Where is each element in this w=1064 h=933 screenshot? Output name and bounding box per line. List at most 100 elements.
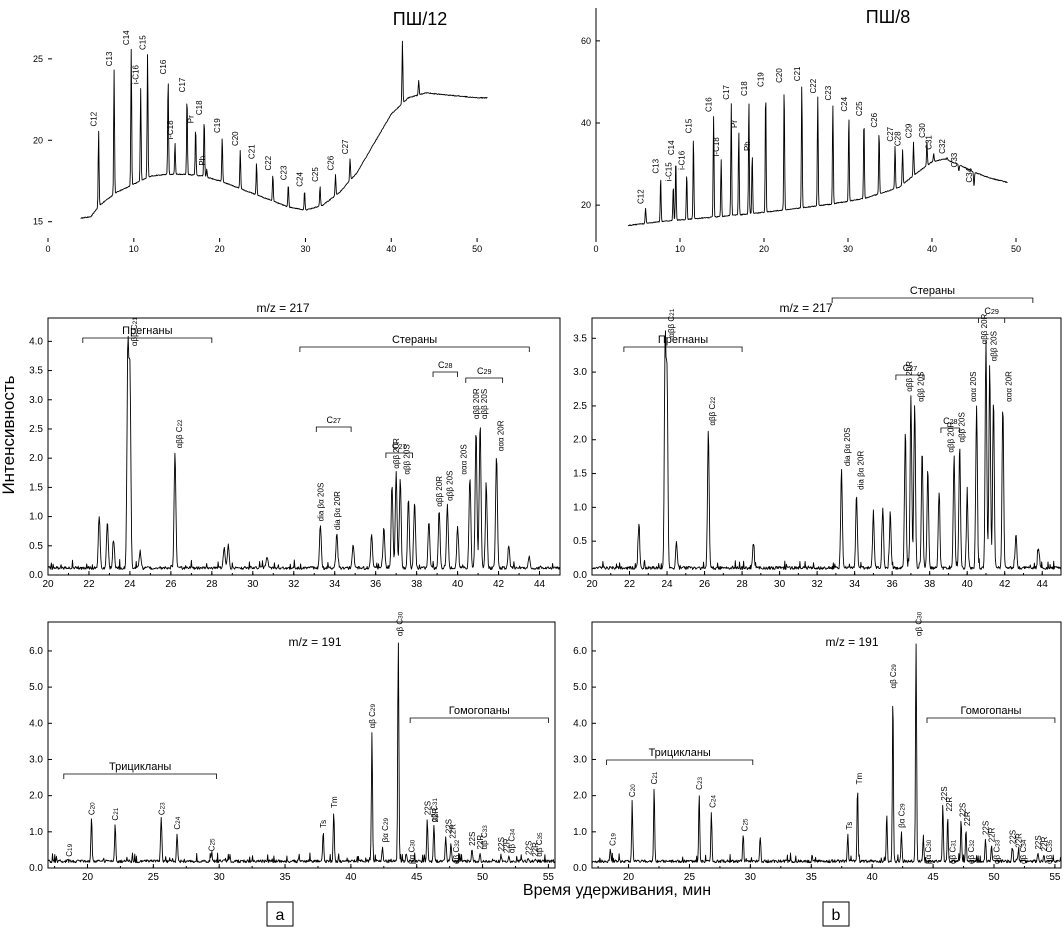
peak-annotation: Ts xyxy=(845,822,854,830)
peak-annotation: 22S xyxy=(1008,830,1017,844)
peak-annotation: αβ C35 xyxy=(535,832,544,857)
peak-label: C17 xyxy=(178,77,187,92)
x-tick-label: 50 xyxy=(472,244,482,254)
x-tick-label: 44 xyxy=(534,579,546,590)
peak-annotation: αββ C22 xyxy=(175,419,184,448)
peak-annotation: αβ C32 xyxy=(452,839,461,864)
group-bracket xyxy=(895,374,925,380)
group-label: Стераны xyxy=(910,285,955,297)
peak-annotation: 22R xyxy=(531,842,540,857)
peak-annotation: αββ 20S xyxy=(916,372,925,402)
peak-label: C15 xyxy=(684,118,693,133)
peak-label: C22 xyxy=(809,78,818,93)
plot-frame xyxy=(591,317,1062,576)
peak-annotation: dia βα 20R xyxy=(856,451,865,490)
x-tick-label: 34 xyxy=(849,579,861,590)
peak-label: C31 xyxy=(925,135,934,150)
peak-annotation: αββ 20S xyxy=(402,444,411,474)
peak-annotation: C21 xyxy=(650,771,659,784)
group-label: C29 xyxy=(477,366,492,376)
y-tick-label: 4.0 xyxy=(29,718,43,729)
group-bracket xyxy=(623,346,743,352)
group-label: C27 xyxy=(392,441,407,451)
x-tick-label: 32 xyxy=(812,579,824,590)
y-tick-label: 2.0 xyxy=(573,435,587,446)
peak-annotation: αβ C33 xyxy=(992,839,1001,864)
group-label: Гомогопаны xyxy=(960,705,1021,717)
peak-label: Ph xyxy=(198,156,207,166)
peak-label: C14 xyxy=(122,30,131,45)
peak-annotation: αββ 20S xyxy=(958,412,967,442)
peak-label: C25 xyxy=(855,101,864,116)
chart-b-191: 20 25 30 35 40 45 50 55 0.0 1.0 2.0 3.0 4.0 5.0 6.0 m/z… xyxy=(573,611,1062,883)
group-label: Трицикланы xyxy=(109,761,171,773)
group-label: C28 xyxy=(943,416,958,426)
peak-annotation: 22R xyxy=(1014,833,1023,848)
y-tick-label: 4.0 xyxy=(29,336,43,347)
panel-label-box-b xyxy=(822,901,850,927)
peak-annotation: 22R xyxy=(1040,836,1049,851)
peak-label: C17 xyxy=(722,84,731,99)
group-label: C29 xyxy=(984,306,999,316)
chart-b-tic: 0 10 20 30 40 50 20 40 60 ПШ/8 C12 C13 C14 i-C15 i-C16… xyxy=(581,7,1021,254)
x-tick-label: 20 xyxy=(42,579,54,590)
peak-annotation: dia βα 20S xyxy=(316,483,325,522)
x-tick-label: 20 xyxy=(759,244,769,254)
peak-label: C32 xyxy=(938,139,947,154)
y-tick-label: 2.5 xyxy=(573,401,587,412)
peak-annotation: αββ 20R xyxy=(905,361,914,392)
peak-label: C21 xyxy=(248,144,257,159)
x-tick-label: 45 xyxy=(928,872,940,883)
chart-a-217: 20 22 24 26 28 30 32 34 36 38 40 42 44 0.0 0.5 1.0 1.5 2.… xyxy=(29,301,561,590)
peak-annotation: ααα 20R xyxy=(497,420,506,451)
x-tick-label: 24 xyxy=(124,579,136,590)
group-label: Стераны xyxy=(392,334,437,346)
peak-label: C16 xyxy=(705,97,714,112)
group-label: Трицикланы xyxy=(649,747,711,759)
y-tick-label: 3.0 xyxy=(573,754,587,765)
x-tick-label: 40 xyxy=(386,244,396,254)
peak-label: C24 xyxy=(840,96,849,111)
peak-annotation: 22S xyxy=(423,801,432,815)
peak-annotation: C24 xyxy=(173,816,182,829)
y-tick-label: 6.0 xyxy=(29,646,43,657)
peak-label: C30 xyxy=(918,123,927,138)
y-tick-label: 1.0 xyxy=(29,512,43,523)
y-tick-label: 5.0 xyxy=(29,682,43,693)
x-tick-label: 35 xyxy=(806,872,818,883)
x-axis-label: Время удерживания, мин xyxy=(523,882,711,899)
peak-annotation: αβ C30 xyxy=(396,611,405,636)
panel-label-a: a xyxy=(276,907,285,924)
chart-title: ПШ/8 xyxy=(866,7,910,27)
peak-annotation: αβ C30 xyxy=(914,611,923,636)
group-label: Прегнаны xyxy=(658,334,708,346)
x-tick-label: 30 xyxy=(745,872,757,883)
peak-annotation: αββ 20R xyxy=(472,388,481,419)
group-label: C28 xyxy=(438,360,453,370)
peak-label: C14 xyxy=(667,140,676,155)
x-tick-label: 20 xyxy=(586,579,598,590)
x-tick-label: 45 xyxy=(411,872,423,883)
peak-label: Ph xyxy=(743,141,752,151)
group-bracket xyxy=(831,297,1034,303)
peak-annotation: αββ C21 xyxy=(667,308,676,337)
peak-annotation: αββ 20S xyxy=(989,331,998,361)
peak-annotation: αββ 20R xyxy=(946,422,955,453)
x-tick-label: 26 xyxy=(699,579,711,590)
x-tick-label: 20 xyxy=(82,872,94,883)
x-tick-label: 26 xyxy=(165,579,177,590)
peak-label: C18 xyxy=(740,81,749,96)
y-tick-label: 3.0 xyxy=(573,367,587,378)
chart-title: m/z = 217 xyxy=(779,301,832,315)
peak-annotation: βα C29 xyxy=(381,817,390,842)
x-tick-label: 40 xyxy=(962,579,974,590)
peak-annotation: βα C29 xyxy=(897,803,906,828)
y-axis-label: Интенсивность xyxy=(0,375,18,494)
peak-label: C25 xyxy=(311,167,320,182)
y-tick-label: 2.5 xyxy=(29,424,43,435)
y-tick-label: 2.0 xyxy=(29,453,43,464)
x-tick-label: 34 xyxy=(329,579,341,590)
group-bracket xyxy=(63,773,217,779)
group-bracket xyxy=(940,427,961,433)
peak-annotation: 22R xyxy=(963,811,972,826)
